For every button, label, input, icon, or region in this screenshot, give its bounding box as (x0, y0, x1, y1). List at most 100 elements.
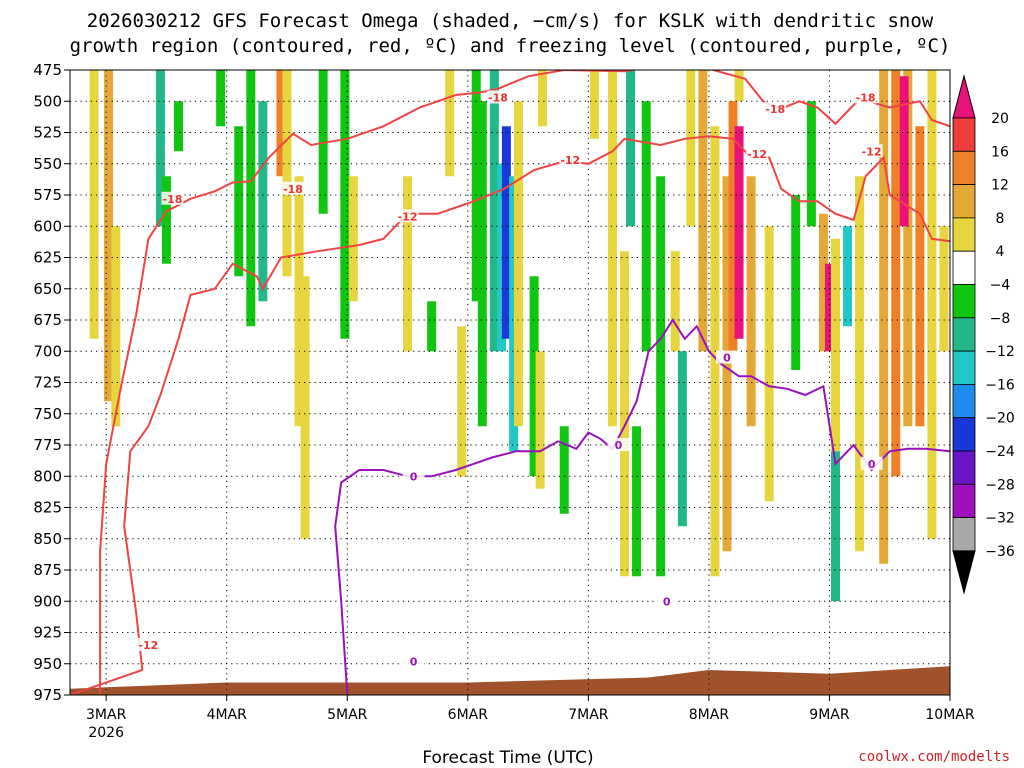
omega-column-39 (656, 176, 666, 577)
colorbar-label-5: −4 (990, 278, 1011, 294)
omega-column-55 (830, 238, 840, 452)
omega-column-50 (734, 70, 744, 102)
omega-column-21 (457, 326, 467, 477)
y-tick-label-550: 550 (33, 155, 62, 173)
contour-label-0C-3: 0 (410, 655, 418, 668)
omega-column-2 (104, 70, 114, 402)
contour--12C (70, 135, 950, 695)
omega-column-57 (843, 226, 853, 327)
colorbar-label-6: −8 (990, 311, 1011, 327)
omega-column-64 (927, 70, 937, 539)
contour-label-bg--18C-1 (282, 181, 305, 195)
y-tick-label-625: 625 (33, 249, 62, 267)
contour-label-bg-0C-5 (860, 456, 883, 470)
contour-label-bg--12C-0 (137, 638, 160, 651)
contour-lines: -18 -18 -18 -18 -18 -12 -12 -12 -12 -12 0 0 0 0 0 0 (70, 70, 950, 695)
contour-label-0C-2: 0 (663, 595, 671, 608)
omega-column-4 (155, 70, 165, 227)
omega-column-0 (89, 70, 99, 252)
colorbar-bin-6 (952, 284, 976, 319)
omega-column-15 (318, 70, 328, 214)
omega-column-47 (734, 126, 744, 339)
colorbar-label-11: −28 (985, 477, 1015, 493)
omega-shading (89, 70, 949, 602)
x-axis-label: Forecast Time (UTC) (422, 748, 593, 768)
contour-label-0C-1: 0 (615, 439, 623, 452)
omega-column-29 (529, 276, 539, 477)
colorbar-bin-11 (952, 450, 976, 485)
omega-column-51 (791, 195, 801, 370)
omega-column-25 (497, 163, 507, 352)
omega-column-56 (830, 451, 840, 602)
omega-column-49 (764, 226, 774, 502)
colorbar: 20 16 12 8 4 −4 −8 −12 −16 −20 −24 −28 −32 −36 (952, 74, 1015, 595)
omega-column-41 (677, 351, 687, 527)
omega-column-18 (403, 176, 413, 352)
colorbar-bin-8 (952, 350, 976, 385)
y-tick-label-525: 525 (33, 124, 62, 142)
omega-column-7 (216, 70, 226, 127)
colorbar-label-8: −16 (985, 377, 1015, 393)
contour-label-bg-0C-4 (715, 350, 738, 364)
contour-label-bg-0C-1 (607, 438, 630, 451)
contour-label--12C-4: -12 (862, 145, 882, 158)
x-tick-label-4MAR: 4MAR (207, 707, 248, 723)
contour-label-bg--12C-3 (746, 146, 769, 160)
omega-column-6 (173, 101, 183, 152)
omega-column-43 (698, 70, 708, 352)
colorbar-label-3: 8 (996, 211, 1005, 227)
contour-label--18C-3: -18 (765, 103, 785, 116)
y-tick-label-900: 900 (33, 592, 62, 610)
omega-column-24 (489, 70, 499, 352)
x-tick-label-6MAR: 6MAR (448, 707, 489, 723)
contour--18C (99, 70, 950, 695)
omega-column-38 (641, 101, 651, 352)
contour-label-bg--12C-1 (396, 209, 419, 223)
y-tick-label-800: 800 (33, 467, 62, 485)
omega-column-33 (589, 70, 599, 139)
credit-text: coolwx.com/modelts (858, 749, 1010, 765)
contour-label-bg--12C-2 (559, 153, 582, 166)
omega-column-35 (620, 251, 630, 577)
x-tick-sublabel-0: 2026 (88, 725, 124, 741)
colorbar-bin-9 (952, 383, 976, 419)
omega-column-32 (559, 426, 569, 514)
omega-column-8 (234, 126, 244, 277)
colorbar-label-7: −12 (985, 344, 1015, 360)
omega-column-59 (879, 70, 889, 564)
y-tick-label-575: 575 (33, 186, 62, 204)
colorbar-bin-1 (952, 117, 976, 152)
y-tick-label-850: 850 (33, 530, 62, 548)
contour-label-0C-5: 0 (868, 458, 876, 471)
colorbar-bin-3 (952, 184, 976, 219)
contour-label--12C-1: -12 (398, 210, 418, 223)
omega-column-27 (509, 176, 519, 452)
contour-label-bg-0C-3 (402, 654, 425, 668)
contour-label-bg--12C-4 (860, 144, 883, 158)
omega-column-62 (899, 76, 909, 227)
colorbar-bin-4 (952, 217, 976, 252)
omega-column-60 (891, 70, 901, 477)
x-tick-label-8MAR: 8MAR (689, 707, 730, 723)
chart-title: 2026030212 GFS Forecast Omega (shaded, −… (70, 10, 951, 57)
omega-column-9 (246, 70, 256, 327)
omega-column-61 (903, 70, 913, 427)
colorbar-bottom-triangle (952, 550, 976, 595)
colorbar-label-0: 20 (991, 111, 1009, 127)
omega-column-23 (477, 101, 487, 427)
omega-column-10 (258, 101, 268, 302)
omega-column-1 (89, 251, 99, 339)
x-tick-label-9MAR: 9MAR (809, 707, 850, 723)
colorbar-label-2: 12 (991, 178, 1009, 194)
colorbar-bin-10 (952, 417, 976, 452)
contour-label--12C-2: -12 (560, 154, 580, 167)
omega-column-19 (427, 301, 437, 352)
omega-column-28 (513, 101, 523, 427)
contour-label-0C-0: 0 (410, 470, 418, 483)
contour-label-bg--18C-2 (486, 90, 509, 104)
contour-label--18C-4: -18 (856, 92, 876, 105)
omega-column-42 (686, 70, 696, 227)
colorbar-label-13: −36 (985, 544, 1015, 560)
contour-label--18C-2: -18 (488, 92, 508, 105)
